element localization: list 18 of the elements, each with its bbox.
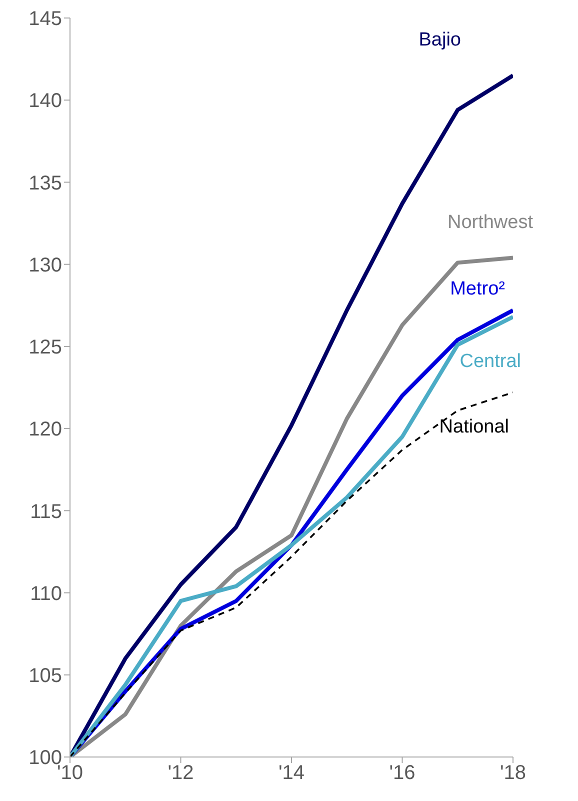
- y-tick-label: 120: [28, 418, 62, 441]
- y-tick-label: 130: [28, 254, 62, 276]
- x-tick-label: '18: [500, 762, 526, 784]
- y-tick-label: 110: [30, 582, 62, 605]
- x-tick-label: '12: [168, 762, 194, 784]
- y-tick-label: 145: [28, 8, 62, 30]
- y-tick-label: 125: [28, 336, 62, 359]
- series-label: Central: [460, 350, 521, 372]
- y-tick-label: 135: [28, 172, 62, 194]
- series-label: Metro²: [450, 278, 505, 300]
- x-tick-label: '14: [278, 762, 305, 784]
- y-tick-label: 115: [30, 500, 62, 523]
- y-tick-label: 140: [28, 90, 62, 112]
- y-tick-label: 105: [28, 664, 62, 687]
- x-tick-label: '16: [389, 762, 416, 784]
- series-label: Northwest: [447, 212, 534, 233]
- series-label: National: [439, 416, 509, 438]
- text: Bajio: [418, 29, 461, 50]
